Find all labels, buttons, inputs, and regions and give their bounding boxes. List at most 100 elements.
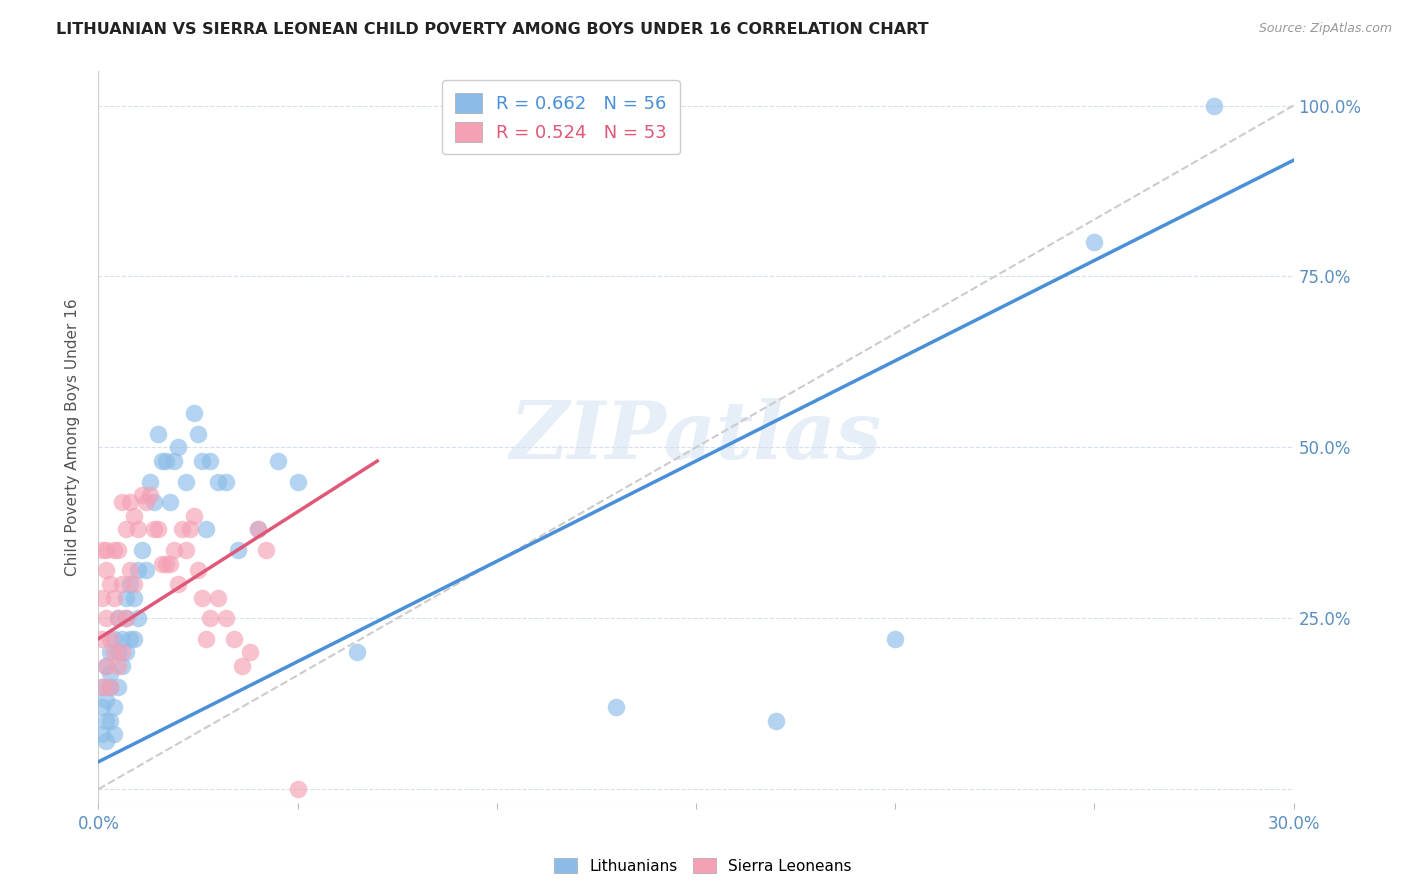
Text: LITHUANIAN VS SIERRA LEONEAN CHILD POVERTY AMONG BOYS UNDER 16 CORRELATION CHART: LITHUANIAN VS SIERRA LEONEAN CHILD POVER… — [56, 22, 929, 37]
Point — [195, 522, 218, 536]
Point — [100, 577, 122, 591]
Point — [96, 563, 118, 577]
Legend: Lithuanians, Sierra Leoneans: Lithuanians, Sierra Leoneans — [548, 852, 858, 880]
Point — [91, 700, 114, 714]
Point — [765, 714, 787, 728]
Point — [187, 563, 209, 577]
Point — [183, 406, 205, 420]
Point — [103, 632, 125, 646]
Point — [107, 659, 129, 673]
Point — [222, 632, 245, 646]
Point — [267, 454, 290, 468]
Point — [163, 542, 186, 557]
Point — [100, 645, 122, 659]
Point — [191, 591, 214, 605]
Point — [100, 680, 122, 694]
Point — [172, 522, 194, 536]
Text: ZIPatlas: ZIPatlas — [510, 399, 882, 475]
Point — [143, 522, 166, 536]
Point — [215, 475, 238, 489]
Point — [115, 591, 138, 605]
Point — [91, 727, 114, 741]
Point — [159, 557, 181, 571]
Point — [100, 665, 122, 680]
Point — [155, 557, 177, 571]
Point — [124, 577, 146, 591]
Point — [174, 542, 197, 557]
Point — [96, 542, 118, 557]
Point — [124, 591, 146, 605]
Point — [91, 680, 114, 694]
Point — [287, 782, 309, 797]
Point — [111, 495, 134, 509]
Point — [91, 542, 114, 557]
Point — [127, 611, 149, 625]
Point — [100, 714, 122, 728]
Point — [96, 714, 118, 728]
Point — [107, 680, 129, 694]
Point — [107, 542, 129, 557]
Point — [120, 632, 142, 646]
Point — [246, 522, 269, 536]
Point — [167, 577, 190, 591]
Point — [111, 632, 134, 646]
Point — [96, 659, 118, 673]
Point — [1083, 235, 1105, 250]
Point — [191, 454, 214, 468]
Point — [111, 645, 134, 659]
Y-axis label: Child Poverty Among Boys Under 16: Child Poverty Among Boys Under 16 — [65, 298, 80, 576]
Point — [115, 645, 138, 659]
Point — [287, 475, 309, 489]
Point — [127, 522, 149, 536]
Point — [246, 522, 269, 536]
Point — [124, 508, 146, 523]
Point — [103, 727, 125, 741]
Point — [96, 734, 118, 748]
Point — [115, 611, 138, 625]
Point — [111, 577, 134, 591]
Point — [231, 659, 253, 673]
Point — [254, 542, 277, 557]
Point — [103, 542, 125, 557]
Point — [135, 563, 157, 577]
Point — [96, 693, 118, 707]
Point — [127, 563, 149, 577]
Point — [96, 659, 118, 673]
Point — [131, 542, 153, 557]
Point — [167, 440, 190, 454]
Point — [103, 700, 125, 714]
Point — [605, 700, 627, 714]
Point — [155, 454, 177, 468]
Point — [183, 508, 205, 523]
Point — [91, 680, 114, 694]
Point — [124, 632, 146, 646]
Point — [198, 611, 221, 625]
Point — [148, 426, 170, 441]
Point — [139, 475, 162, 489]
Point — [150, 454, 173, 468]
Point — [163, 454, 186, 468]
Point — [115, 522, 138, 536]
Point — [884, 632, 907, 646]
Point — [143, 495, 166, 509]
Point — [131, 488, 153, 502]
Point — [91, 632, 114, 646]
Point — [226, 542, 249, 557]
Point — [1202, 98, 1225, 112]
Point — [148, 522, 170, 536]
Point — [346, 645, 368, 659]
Point — [150, 557, 173, 571]
Point — [139, 488, 162, 502]
Point — [100, 632, 122, 646]
Point — [100, 680, 122, 694]
Point — [198, 454, 221, 468]
Point — [103, 645, 125, 659]
Point — [91, 591, 114, 605]
Point — [215, 611, 238, 625]
Point — [115, 611, 138, 625]
Point — [239, 645, 262, 659]
Point — [207, 591, 229, 605]
Point — [96, 611, 118, 625]
Point — [187, 426, 209, 441]
Point — [107, 645, 129, 659]
